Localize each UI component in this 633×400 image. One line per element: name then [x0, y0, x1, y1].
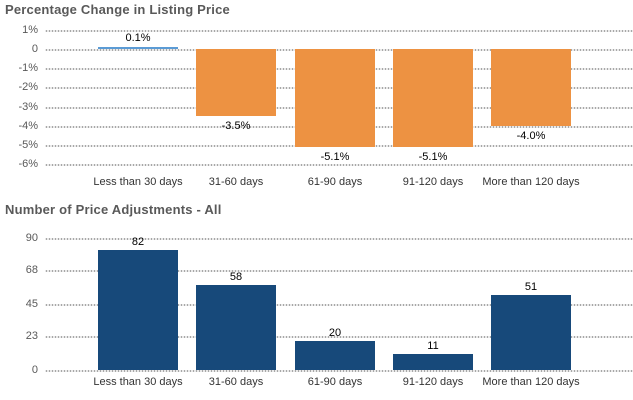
bar — [196, 285, 276, 370]
x-axis-category-label: 61-90 days — [307, 176, 363, 188]
x-axis-category-label: 31-60 days — [208, 376, 264, 388]
y-axis-tick-label: 90 — [25, 232, 38, 244]
y-axis-tick-label: 68 — [25, 264, 38, 276]
x-axis-category-label: 61-90 days — [307, 376, 363, 388]
chart-percentage-change-listing-price: Percentage Change in Listing Price 1% 0 -1… — [0, 0, 633, 193]
bar-value-label: 11 — [427, 340, 439, 352]
y-axis-tick-label: 1% — [22, 24, 38, 36]
bar-value-label: -5.1% — [320, 151, 350, 163]
bar-value-label: -3.5% — [221, 120, 251, 132]
y-axis-tick-label: -5% — [18, 139, 38, 151]
y-axis-tick-label: -3% — [18, 101, 38, 113]
bar — [196, 49, 276, 116]
y-axis-tick-label: -2% — [18, 81, 38, 93]
chart-title: Percentage Change in Listing Price — [5, 2, 230, 17]
x-axis-category-label: 91-120 days — [402, 176, 464, 188]
y-axis-tick-label: 23 — [25, 330, 38, 342]
gridline — [45, 164, 633, 166]
chart-title: Number of Price Adjustments - All — [5, 202, 222, 217]
bar — [295, 341, 375, 370]
bar — [98, 47, 178, 49]
gridline — [45, 238, 633, 240]
x-axis-category-label: Less than 30 days — [93, 176, 183, 188]
gridline — [45, 270, 633, 272]
y-axis-tick-label: -1% — [18, 62, 38, 74]
bar-value-label: -4.0% — [516, 130, 546, 142]
bar — [491, 295, 571, 370]
bar — [393, 49, 473, 147]
bar — [393, 354, 473, 370]
bar-value-label: 0.1% — [125, 32, 151, 44]
bar-value-label: 82 — [131, 236, 145, 248]
y-axis-tick-label: 0 — [31, 43, 38, 55]
y-axis-tick-label: -6% — [18, 158, 38, 170]
bar — [295, 49, 375, 147]
bar-value-label: -5.1% — [418, 151, 448, 163]
chart-number-of-price-adjustments: Number of Price Adjustments - All 90 68 45… — [0, 195, 633, 400]
x-axis-category-label: More than 120 days — [482, 376, 580, 388]
bar-value-label: 58 — [229, 271, 243, 283]
gridline — [45, 304, 633, 306]
gridline — [45, 370, 633, 372]
bar-value-label: 20 — [328, 327, 342, 339]
x-axis-category-label: 31-60 days — [208, 176, 264, 188]
y-axis-tick-label: -4% — [18, 120, 38, 132]
bar — [98, 250, 178, 370]
x-axis-category-label: Less than 30 days — [93, 376, 183, 388]
x-axis-category-label: More than 120 days — [482, 176, 580, 188]
bar — [491, 49, 571, 126]
gridline — [45, 336, 633, 338]
x-axis-category-label: 91-120 days — [402, 376, 464, 388]
y-axis-tick-label: 45 — [25, 298, 38, 310]
gridline — [45, 30, 633, 32]
y-axis-tick-label: 0 — [31, 364, 38, 376]
bar-value-label: 51 — [524, 281, 538, 293]
